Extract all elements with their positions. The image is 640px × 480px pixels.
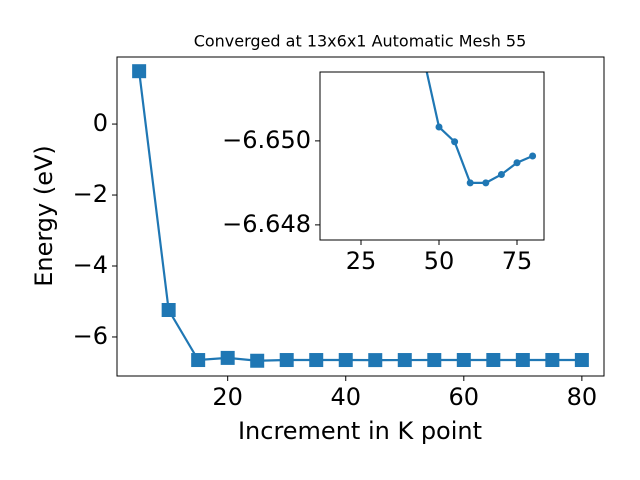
series-group (132, 64, 589, 368)
marker (513, 159, 521, 167)
marker (279, 353, 294, 368)
x-tick-label: 20 (212, 383, 243, 411)
marker (466, 179, 474, 187)
x-tick-label: 50 (424, 247, 455, 275)
marker (427, 353, 442, 368)
marker (515, 353, 530, 368)
marker (435, 123, 443, 131)
axes: 25 50 75 −6.650 −6.648 (222, 71, 545, 275)
marker (191, 353, 206, 368)
axes-frame (319, 71, 545, 241)
y-tick-label: −6.648 (222, 210, 311, 238)
x-axis-label: Increment in K point (238, 417, 482, 445)
x-tick-label: 25 (346, 247, 377, 275)
chart-title: Converged at 13x6x1 Automatic Mesh 55 (194, 32, 527, 51)
marker (545, 353, 560, 368)
x-tick-label: 80 (567, 383, 598, 411)
marker (574, 353, 589, 368)
marker (161, 303, 176, 317)
marker (451, 138, 459, 146)
marker (309, 353, 324, 368)
data-line (138, 71, 582, 362)
marker (250, 353, 265, 368)
marker (220, 350, 235, 365)
y-axis-label: Energy (eV) (30, 145, 58, 287)
x-tick-label: 75 (502, 247, 533, 275)
y-tick-label: −6 (73, 322, 108, 350)
marker (529, 152, 537, 160)
marker (456, 352, 471, 367)
marker (397, 353, 412, 368)
y-tick-label: 0 (93, 109, 108, 137)
marker (368, 353, 383, 368)
x-tick-label: 40 (330, 383, 361, 411)
axes-frame (116, 56, 605, 377)
y-tick-label: −2 (73, 180, 108, 208)
marker (497, 170, 505, 178)
marker (338, 353, 353, 368)
marker (132, 64, 147, 79)
y-tick-label: −6.650 (222, 126, 311, 154)
marker (486, 352, 501, 367)
x-tick-label: 60 (449, 383, 480, 411)
y-tick-label: −4 (73, 251, 108, 279)
series-group (425, 72, 537, 187)
marker (482, 179, 490, 187)
